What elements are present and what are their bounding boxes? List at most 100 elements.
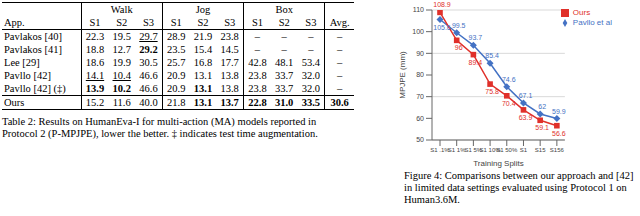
html-text:22.3: 22.3: [85, 31, 105, 42]
html-text:23.5: 23.5: [167, 44, 186, 55]
html-text:13.1: 13.1: [193, 70, 213, 81]
html-text:14.5: 14.5: [220, 44, 239, 55]
html-text:12.7: 12.7: [112, 44, 131, 55]
html-text:13.7: 13.7: [220, 97, 239, 108]
svg-text:S156: S156: [550, 147, 565, 153]
svg-text:S1: S1: [520, 147, 528, 153]
html-text:Avg.: Avg.: [329, 17, 350, 28]
html-text:32.0: 32.0: [301, 83, 321, 94]
svg-text:110: 110: [413, 6, 424, 13]
html-text:22.8: 22.8: [248, 97, 267, 108]
html-text:Jog: Jog: [195, 4, 211, 15]
html-text:14.1: 14.1: [85, 70, 105, 81]
html-text:13.1: 13.1: [193, 97, 213, 108]
html-text:App.: App.: [4, 17, 25, 28]
html-text:31.0: 31.0: [275, 97, 294, 108]
svg-text:MPJPE (mm): MPJPE (mm): [398, 51, 407, 99]
html-text:S1: S1: [251, 17, 263, 28]
html-text:28.9: 28.9: [167, 31, 186, 42]
html-text:Table 2: Results on HumanEva-I: Table 2: Results on HumanEva-I for multi…: [2, 116, 318, 139]
svg-text:60: 60: [416, 115, 424, 122]
svg-text:59.1: 59.1: [535, 124, 549, 131]
html-text:S1: S1: [170, 17, 182, 28]
html-text:S1: S1: [89, 17, 101, 28]
html-text:11.6: 11.6: [112, 97, 131, 108]
svg-text:S1 1%: S1 1%: [448, 147, 466, 153]
html-text:Box: Box: [275, 4, 293, 15]
html-text:Pavlakos [41]: Pavlakos [41]: [4, 44, 62, 55]
svg-text:90: 90: [416, 50, 424, 57]
html-text:19.5: 19.5: [112, 31, 131, 42]
html-text:Pavllo [42] (‡): Pavllo [42] (‡): [4, 83, 66, 94]
svg-text:70.4: 70.4: [502, 100, 516, 107]
html-text:30.5: 30.5: [139, 57, 158, 68]
html-text:53.4: 53.4: [301, 57, 321, 68]
svg-text:75.8: 75.8: [485, 88, 499, 95]
html-text:Pavlakos [40]: Pavlakos [40]: [4, 31, 62, 42]
html-text:S3: S3: [224, 17, 236, 28]
svg-text:85.4: 85.4: [485, 52, 499, 59]
svg-text:105.6: 105.6: [433, 24, 451, 31]
html-text:40.0: 40.0: [139, 97, 158, 108]
html-text:13.1: 13.1: [193, 83, 213, 94]
svg-text:96: 96: [455, 44, 463, 51]
html-text:48.1: 48.1: [275, 57, 294, 68]
html-text:10.4: 10.4: [112, 70, 131, 81]
svg-text:S15: S15: [535, 147, 546, 153]
html-text:S2: S2: [116, 17, 128, 28]
html-text:Ours: Ours: [4, 97, 25, 108]
html-text:S2: S2: [278, 17, 290, 28]
html-text:15.4: 15.4: [193, 44, 213, 55]
html-text:S3: S3: [305, 17, 317, 28]
html-text:33.7: 33.7: [275, 83, 294, 94]
html-text:Pavllo [42]: Pavllo [42]: [4, 70, 51, 81]
html-text:13.9: 13.9: [85, 83, 105, 94]
html-text:25.7: 25.7: [167, 57, 186, 68]
html-text:21.9: 21.9: [193, 31, 213, 42]
html-text:42.8: 42.8: [248, 57, 267, 68]
svg-text:62: 62: [538, 103, 546, 110]
svg-text:S1 50%: S1 50%: [496, 147, 518, 153]
html-text:16.8: 16.8: [193, 57, 213, 68]
svg-text:Training Splits: Training Splits: [473, 159, 523, 168]
svg-text:59.9: 59.9: [552, 108, 566, 115]
html-text:20.9: 20.9: [167, 83, 186, 94]
html-text:13.8: 13.8: [220, 83, 239, 94]
svg-text:74.6: 74.6: [502, 76, 516, 83]
html-text:18.6: 18.6: [85, 57, 105, 68]
svg-text:70: 70: [416, 93, 424, 100]
svg-text:80: 80: [416, 71, 424, 78]
svg-text:99.5: 99.5: [452, 22, 466, 29]
html-text:21.8: 21.8: [167, 97, 186, 108]
html-text:23.8: 23.8: [248, 83, 267, 94]
svg-text:89.4: 89.4: [469, 59, 483, 66]
svg-text:93.7: 93.7: [469, 34, 483, 41]
svg-text:63.9: 63.9: [519, 114, 533, 121]
html-text:S3: S3: [142, 17, 154, 28]
svg-text:56.6: 56.6: [552, 130, 566, 137]
html-text:33.7: 33.7: [275, 70, 294, 81]
html-text:29.7: 29.7: [139, 31, 158, 42]
html-text:33.5: 33.5: [301, 97, 321, 108]
svg-text:50: 50: [416, 136, 424, 143]
html-text:18.8: 18.8: [85, 44, 105, 55]
svg-text:100: 100: [412, 28, 424, 35]
html-text:15.2: 15.2: [85, 97, 105, 108]
html-text:23.8: 23.8: [248, 70, 267, 81]
html-text:46.6: 46.6: [139, 70, 158, 81]
html-text:17.7: 17.7: [220, 57, 239, 68]
html-text:Lee [29]: Lee [29]: [4, 57, 40, 68]
html-text:Walk: Walk: [110, 4, 133, 15]
html-text:13.8: 13.8: [220, 70, 239, 81]
html-text:23.8: 23.8: [220, 31, 239, 42]
svg-text:67.1: 67.1: [519, 92, 533, 99]
html-text:32.0: 32.0: [301, 70, 321, 81]
svg-text:108.9: 108.9: [433, 1, 451, 8]
html-text:46.6: 46.6: [139, 83, 158, 94]
html-text:19.9: 19.9: [112, 57, 131, 68]
html-text:Figure 4: Comparisons between: Figure 4: Comparisons between our approa…: [404, 170, 634, 205]
html-text:S2: S2: [197, 17, 209, 28]
html-text:10.2: 10.2: [112, 83, 131, 94]
html-text:29.2: 29.2: [139, 44, 158, 55]
html-text:20.9: 20.9: [167, 70, 186, 81]
